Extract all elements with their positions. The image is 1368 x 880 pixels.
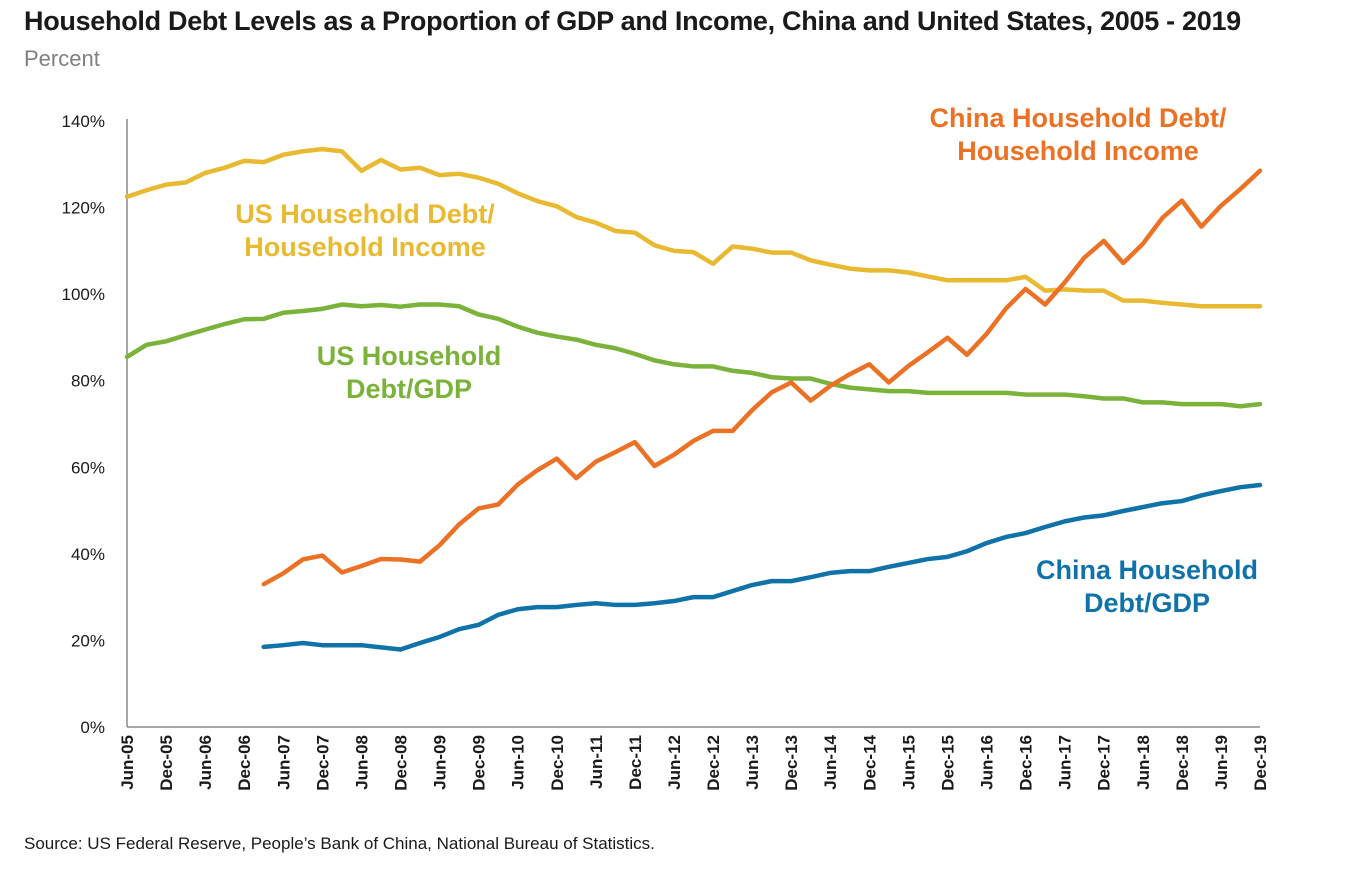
x-tick-label: Jun-09 <box>431 735 450 790</box>
y-tick-label: 120% <box>62 199 105 218</box>
x-tick-label: Dec-16 <box>1017 735 1036 791</box>
x-tick-label: Dec-17 <box>1095 735 1114 791</box>
y-tick-label: 140% <box>62 112 105 131</box>
x-tick-label: Dec-18 <box>1173 735 1192 791</box>
series-line-1 <box>124 302 1263 409</box>
x-tick-label: Dec-10 <box>548 735 567 791</box>
y-tick-label: 20% <box>71 631 105 650</box>
x-tick-label: Jun-16 <box>978 735 997 790</box>
series-lines <box>124 146 1263 652</box>
x-tick-label: Jun-05 <box>118 735 137 790</box>
series-line-3 <box>261 482 1263 652</box>
series-label-2: China Household Debt/Household Income <box>930 103 1227 166</box>
series-label-line: China Household Debt/ <box>930 103 1227 133</box>
x-tick-label: Jun-18 <box>1134 735 1153 790</box>
series-label-0: US Household Debt/Household Income <box>235 199 495 262</box>
x-tick-label: Dec-19 <box>1251 735 1270 791</box>
series-label-line: Household Income <box>244 232 486 262</box>
x-tick-label: Jun-11 <box>587 735 606 789</box>
y-tick-label: 40% <box>71 545 105 564</box>
x-tick-label: Dec-07 <box>313 735 332 791</box>
x-tick-label: Jun-17 <box>1056 735 1075 790</box>
series-label-line: US Household Debt/ <box>235 199 495 229</box>
x-tick-label: Dec-09 <box>470 735 489 791</box>
x-tick-label: Dec-11 <box>626 735 645 790</box>
x-tick-label: Jun-07 <box>274 735 293 790</box>
series-line-2 <box>261 168 1263 587</box>
series-label-line: China Household <box>1036 555 1258 585</box>
series-label-line: Debt/GDP <box>1084 588 1210 618</box>
x-tick-label: Dec-12 <box>704 735 723 791</box>
chart-subtitle: Percent <box>24 46 100 71</box>
source-note: Source: US Federal Reserve, People’s Ban… <box>24 834 655 853</box>
y-tick-label: 80% <box>71 372 105 391</box>
x-tick-label: Dec-08 <box>391 735 410 791</box>
x-tick-label: Jun-12 <box>665 735 684 790</box>
x-tick-label: Jun-15 <box>899 735 918 790</box>
x-tick-label: Dec-14 <box>860 734 879 790</box>
x-tick-label: Jun-10 <box>509 735 528 790</box>
y-tick-label: 60% <box>71 458 105 477</box>
x-tick-label: Dec-15 <box>938 735 957 791</box>
axes: 0% 20% 40% 60% 80% 100% 120% 140% Jun-05 Dec-05 Ju… <box>62 112 1270 791</box>
x-tick-label: Jun-19 <box>1212 735 1231 790</box>
x-tick-label: Jun-14 <box>821 734 840 789</box>
y-tick-label: 0% <box>80 718 105 737</box>
x-tick-label: Jun-13 <box>743 735 762 790</box>
series-label-line: Household Income <box>957 136 1199 166</box>
x-tick-label: Dec-06 <box>235 735 254 791</box>
y-tick-label: 100% <box>62 285 105 304</box>
chart-title: Household Debt Levels as a Proportion of… <box>24 6 1241 36</box>
x-tick-label: Jun-06 <box>196 735 215 790</box>
x-tick-label: Jun-08 <box>352 735 371 790</box>
series-label-line: Debt/GDP <box>346 374 472 404</box>
series-label-line: US Household <box>317 341 502 371</box>
x-tick-label: Dec-13 <box>782 735 801 791</box>
x-tick-label: Dec-05 <box>157 735 176 791</box>
series-line-0 <box>124 146 1263 309</box>
